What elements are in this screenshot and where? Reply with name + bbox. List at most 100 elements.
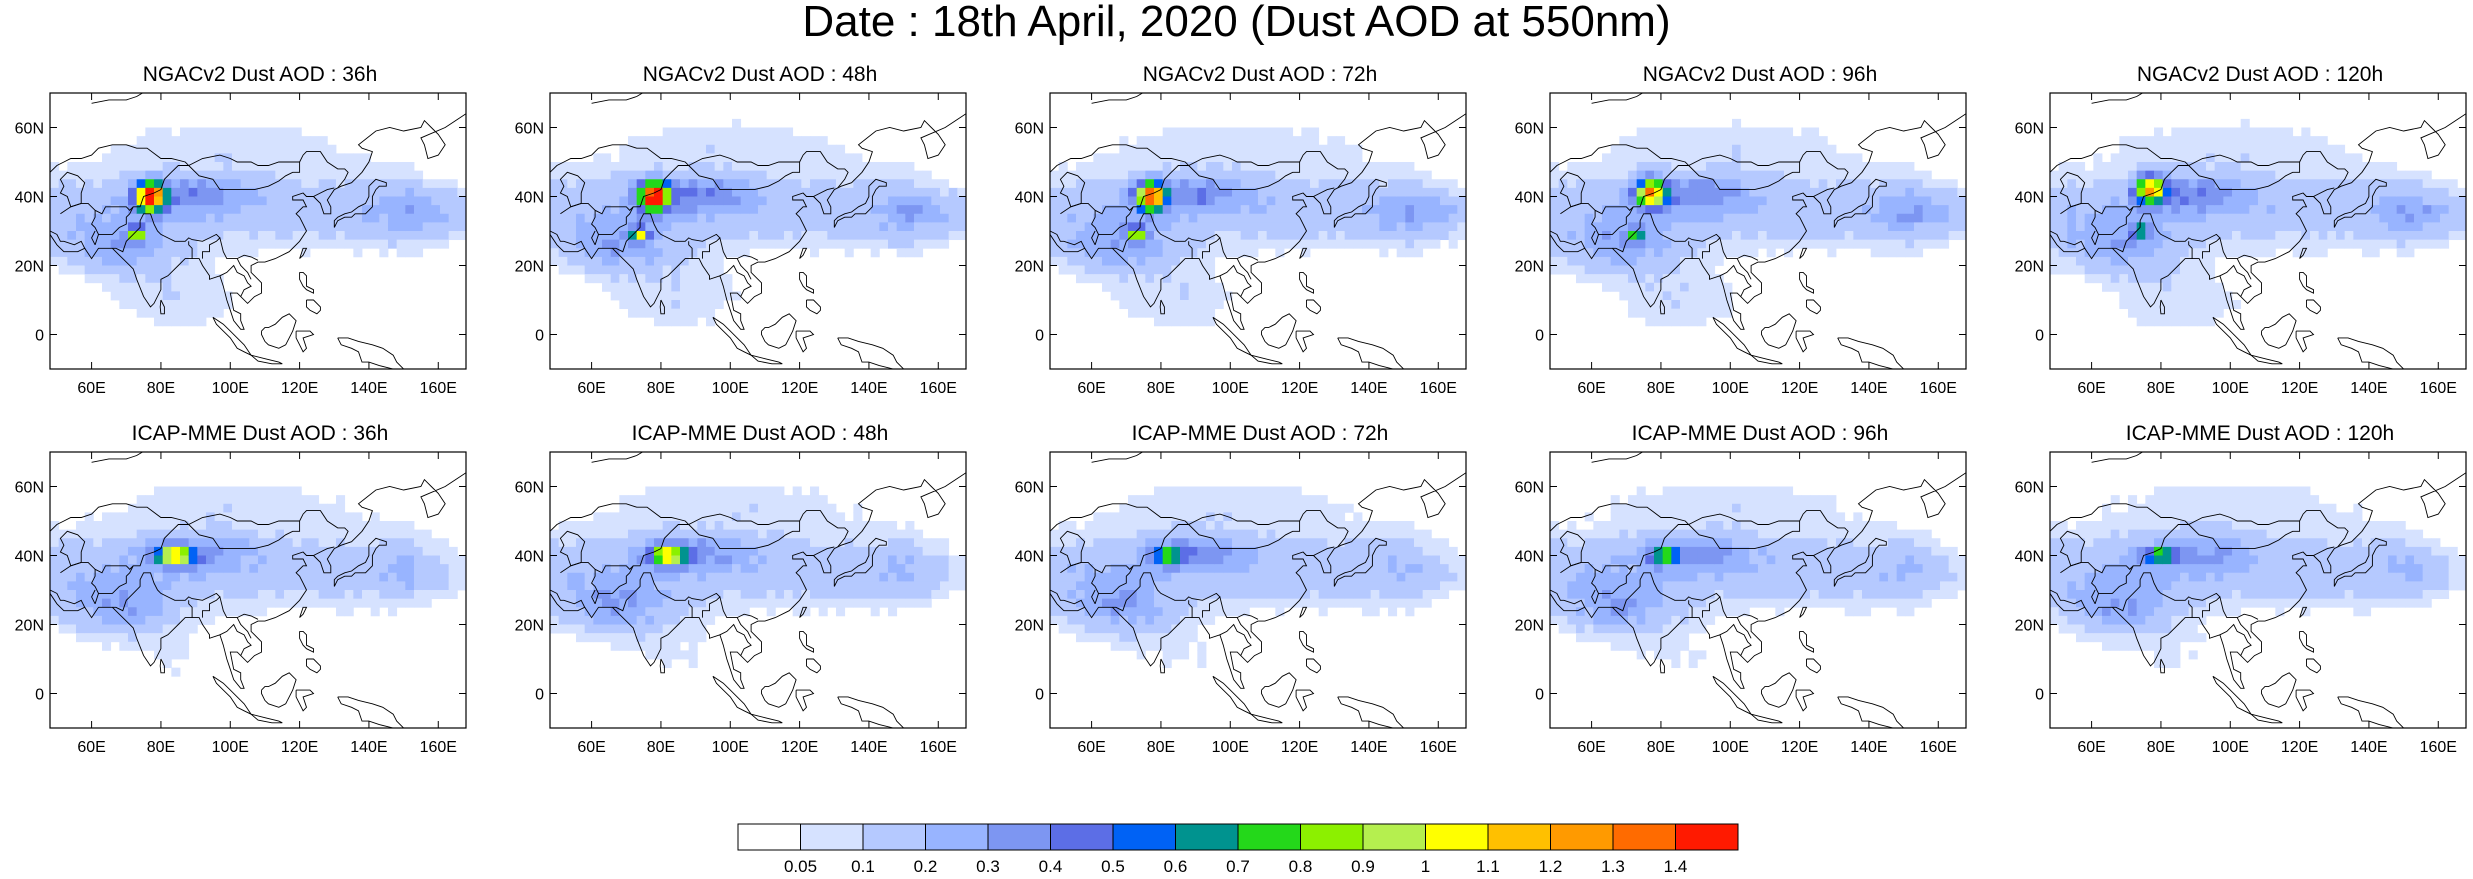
aod-cell: [102, 197, 111, 206]
aod-cell: [749, 153, 758, 162]
aod-cell: [1611, 153, 1620, 162]
aod-cell: [1637, 128, 1646, 137]
aod-cell: [749, 573, 758, 582]
aod-cell: [1197, 188, 1206, 197]
aod-cell: [128, 188, 137, 197]
aod-cell: [767, 128, 776, 137]
aod-cell: [2267, 197, 2276, 206]
aod-cell: [1059, 197, 1068, 206]
aod-cell: [619, 214, 628, 223]
aod-cell: [1206, 214, 1215, 223]
aod-cell: [275, 197, 284, 206]
aod-cell: [2085, 274, 2094, 283]
aod-cell: [2128, 188, 2137, 197]
aod-cell: [275, 599, 284, 608]
aod-cell: [619, 495, 628, 504]
aod-cell: [93, 547, 102, 556]
aod-cell: [957, 188, 966, 197]
aod-cell: [611, 538, 620, 547]
aod-cell: [1593, 162, 1602, 171]
aod-cell: [327, 538, 336, 547]
aod-cell: [1171, 214, 1180, 223]
aod-cell: [440, 188, 449, 197]
aod-cell: [1093, 188, 1102, 197]
aod-cell: [628, 556, 637, 565]
aod-cell: [163, 153, 172, 162]
aod-cell: [645, 266, 654, 275]
aod-cell: [2449, 188, 2458, 197]
aod-cell: [810, 179, 819, 188]
aod-cell: [1801, 240, 1810, 249]
lon-tick-label: 140E: [850, 380, 887, 397]
aod-cell: [1827, 171, 1836, 180]
aod-cell: [1345, 145, 1354, 154]
aod-cell: [871, 248, 880, 257]
aod-cell: [2206, 309, 2215, 318]
aod-cell: [1888, 179, 1897, 188]
aod-cell: [645, 197, 654, 206]
aod-cell: [67, 607, 76, 616]
aod-cell: [1697, 248, 1706, 257]
aod-cell: [319, 222, 328, 231]
aod-cell: [1593, 197, 1602, 206]
aod-cell: [723, 538, 732, 547]
aod-cell: [2440, 240, 2449, 249]
aod-cell: [897, 222, 906, 231]
aod-cell: [1223, 171, 1232, 180]
aod-cell: [197, 179, 206, 188]
aod-cell: [1585, 240, 1594, 249]
lon-tick-label: 120E: [1281, 380, 1318, 397]
aod-cell: [353, 581, 362, 590]
aod-cell: [1741, 240, 1750, 249]
aod-cell: [371, 530, 380, 539]
aod-cell: [197, 197, 206, 206]
aod-cell: [1388, 179, 1397, 188]
aod-cell: [671, 564, 680, 573]
aod-cell: [154, 309, 163, 318]
aod-cell: [1145, 240, 1154, 249]
aod-cell: [741, 240, 750, 249]
aod-cell: [241, 512, 250, 521]
aod-cell: [2137, 248, 2146, 257]
aod-cell: [697, 607, 706, 616]
aod-cell: [732, 556, 741, 565]
aod-cell: [1180, 197, 1189, 206]
aod-cell: [2267, 145, 2276, 154]
aod-cell: [775, 547, 784, 556]
aod-cell: [654, 291, 663, 300]
aod-cell: [310, 171, 319, 180]
aod-cell: [1345, 153, 1354, 162]
aod-cell: [1671, 222, 1680, 231]
aod-cell: [697, 547, 706, 556]
aod-cell: [1680, 274, 1689, 283]
aod-cell: [1206, 257, 1215, 266]
aod-cell: [1301, 128, 1310, 137]
aod-cell: [1284, 153, 1293, 162]
aod-cell: [145, 521, 154, 530]
aod-cell: [2249, 240, 2258, 249]
aod-cell: [1689, 171, 1698, 180]
aod-cell: [2405, 214, 2414, 223]
aod-cell: [1689, 248, 1698, 257]
aod-cell: [827, 214, 836, 223]
aod-cell: [189, 240, 198, 249]
aod-cell: [1154, 197, 1163, 206]
aod-cell: [353, 231, 362, 240]
aod-cell: [1723, 231, 1732, 240]
aod-cell: [2145, 283, 2154, 292]
aod-cell: [1111, 214, 1120, 223]
aod-cell: [1353, 179, 1362, 188]
aod-cell: [637, 162, 646, 171]
aod-cell: [154, 240, 163, 249]
aod-cell: [102, 547, 111, 556]
aod-cell: [249, 581, 258, 590]
aod-cell: [663, 188, 672, 197]
aod-cell: [1197, 274, 1206, 283]
aod-cell: [1449, 179, 1458, 188]
aod-cell: [2440, 231, 2449, 240]
aod-cell: [267, 153, 276, 162]
aod-cell: [2076, 162, 2085, 171]
aod-cell: [1715, 171, 1724, 180]
aod-cell: [1671, 179, 1680, 188]
aod-cell: [223, 521, 232, 530]
